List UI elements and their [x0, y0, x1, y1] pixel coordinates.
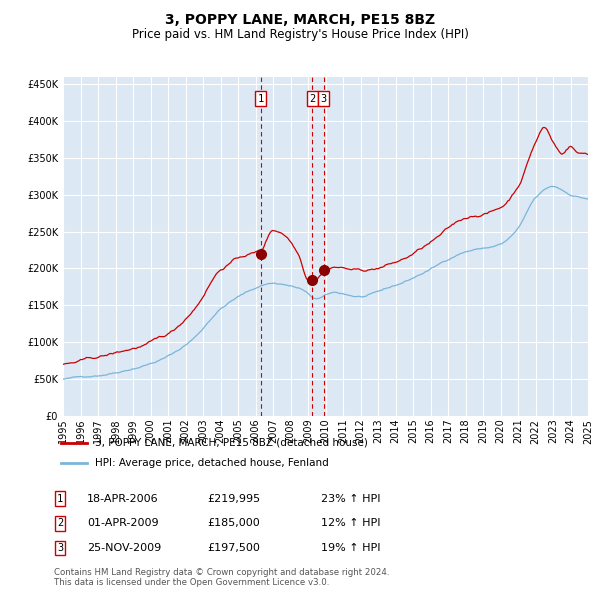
Text: £219,995: £219,995 — [207, 494, 260, 503]
Text: 2: 2 — [309, 94, 316, 104]
Text: Contains HM Land Registry data © Crown copyright and database right 2024.
This d: Contains HM Land Registry data © Crown c… — [54, 568, 389, 587]
Text: 25-NOV-2009: 25-NOV-2009 — [87, 543, 161, 553]
Text: 3: 3 — [57, 543, 63, 553]
Text: 1: 1 — [57, 494, 63, 503]
Text: 19% ↑ HPI: 19% ↑ HPI — [321, 543, 380, 553]
Text: 2: 2 — [57, 519, 63, 528]
Text: 23% ↑ HPI: 23% ↑ HPI — [321, 494, 380, 503]
Text: Price paid vs. HM Land Registry's House Price Index (HPI): Price paid vs. HM Land Registry's House … — [131, 28, 469, 41]
Text: £185,000: £185,000 — [207, 519, 260, 528]
Text: 01-APR-2009: 01-APR-2009 — [87, 519, 158, 528]
Text: 12% ↑ HPI: 12% ↑ HPI — [321, 519, 380, 528]
Text: 3, POPPY LANE, MARCH, PE15 8BZ: 3, POPPY LANE, MARCH, PE15 8BZ — [165, 13, 435, 27]
Text: 1: 1 — [257, 94, 263, 104]
Text: £197,500: £197,500 — [207, 543, 260, 553]
Text: 18-APR-2006: 18-APR-2006 — [87, 494, 158, 503]
Text: HPI: Average price, detached house, Fenland: HPI: Average price, detached house, Fenl… — [95, 458, 329, 468]
Text: 3: 3 — [320, 94, 327, 104]
Text: 3, POPPY LANE, MARCH, PE15 8BZ (detached house): 3, POPPY LANE, MARCH, PE15 8BZ (detached… — [95, 438, 368, 448]
